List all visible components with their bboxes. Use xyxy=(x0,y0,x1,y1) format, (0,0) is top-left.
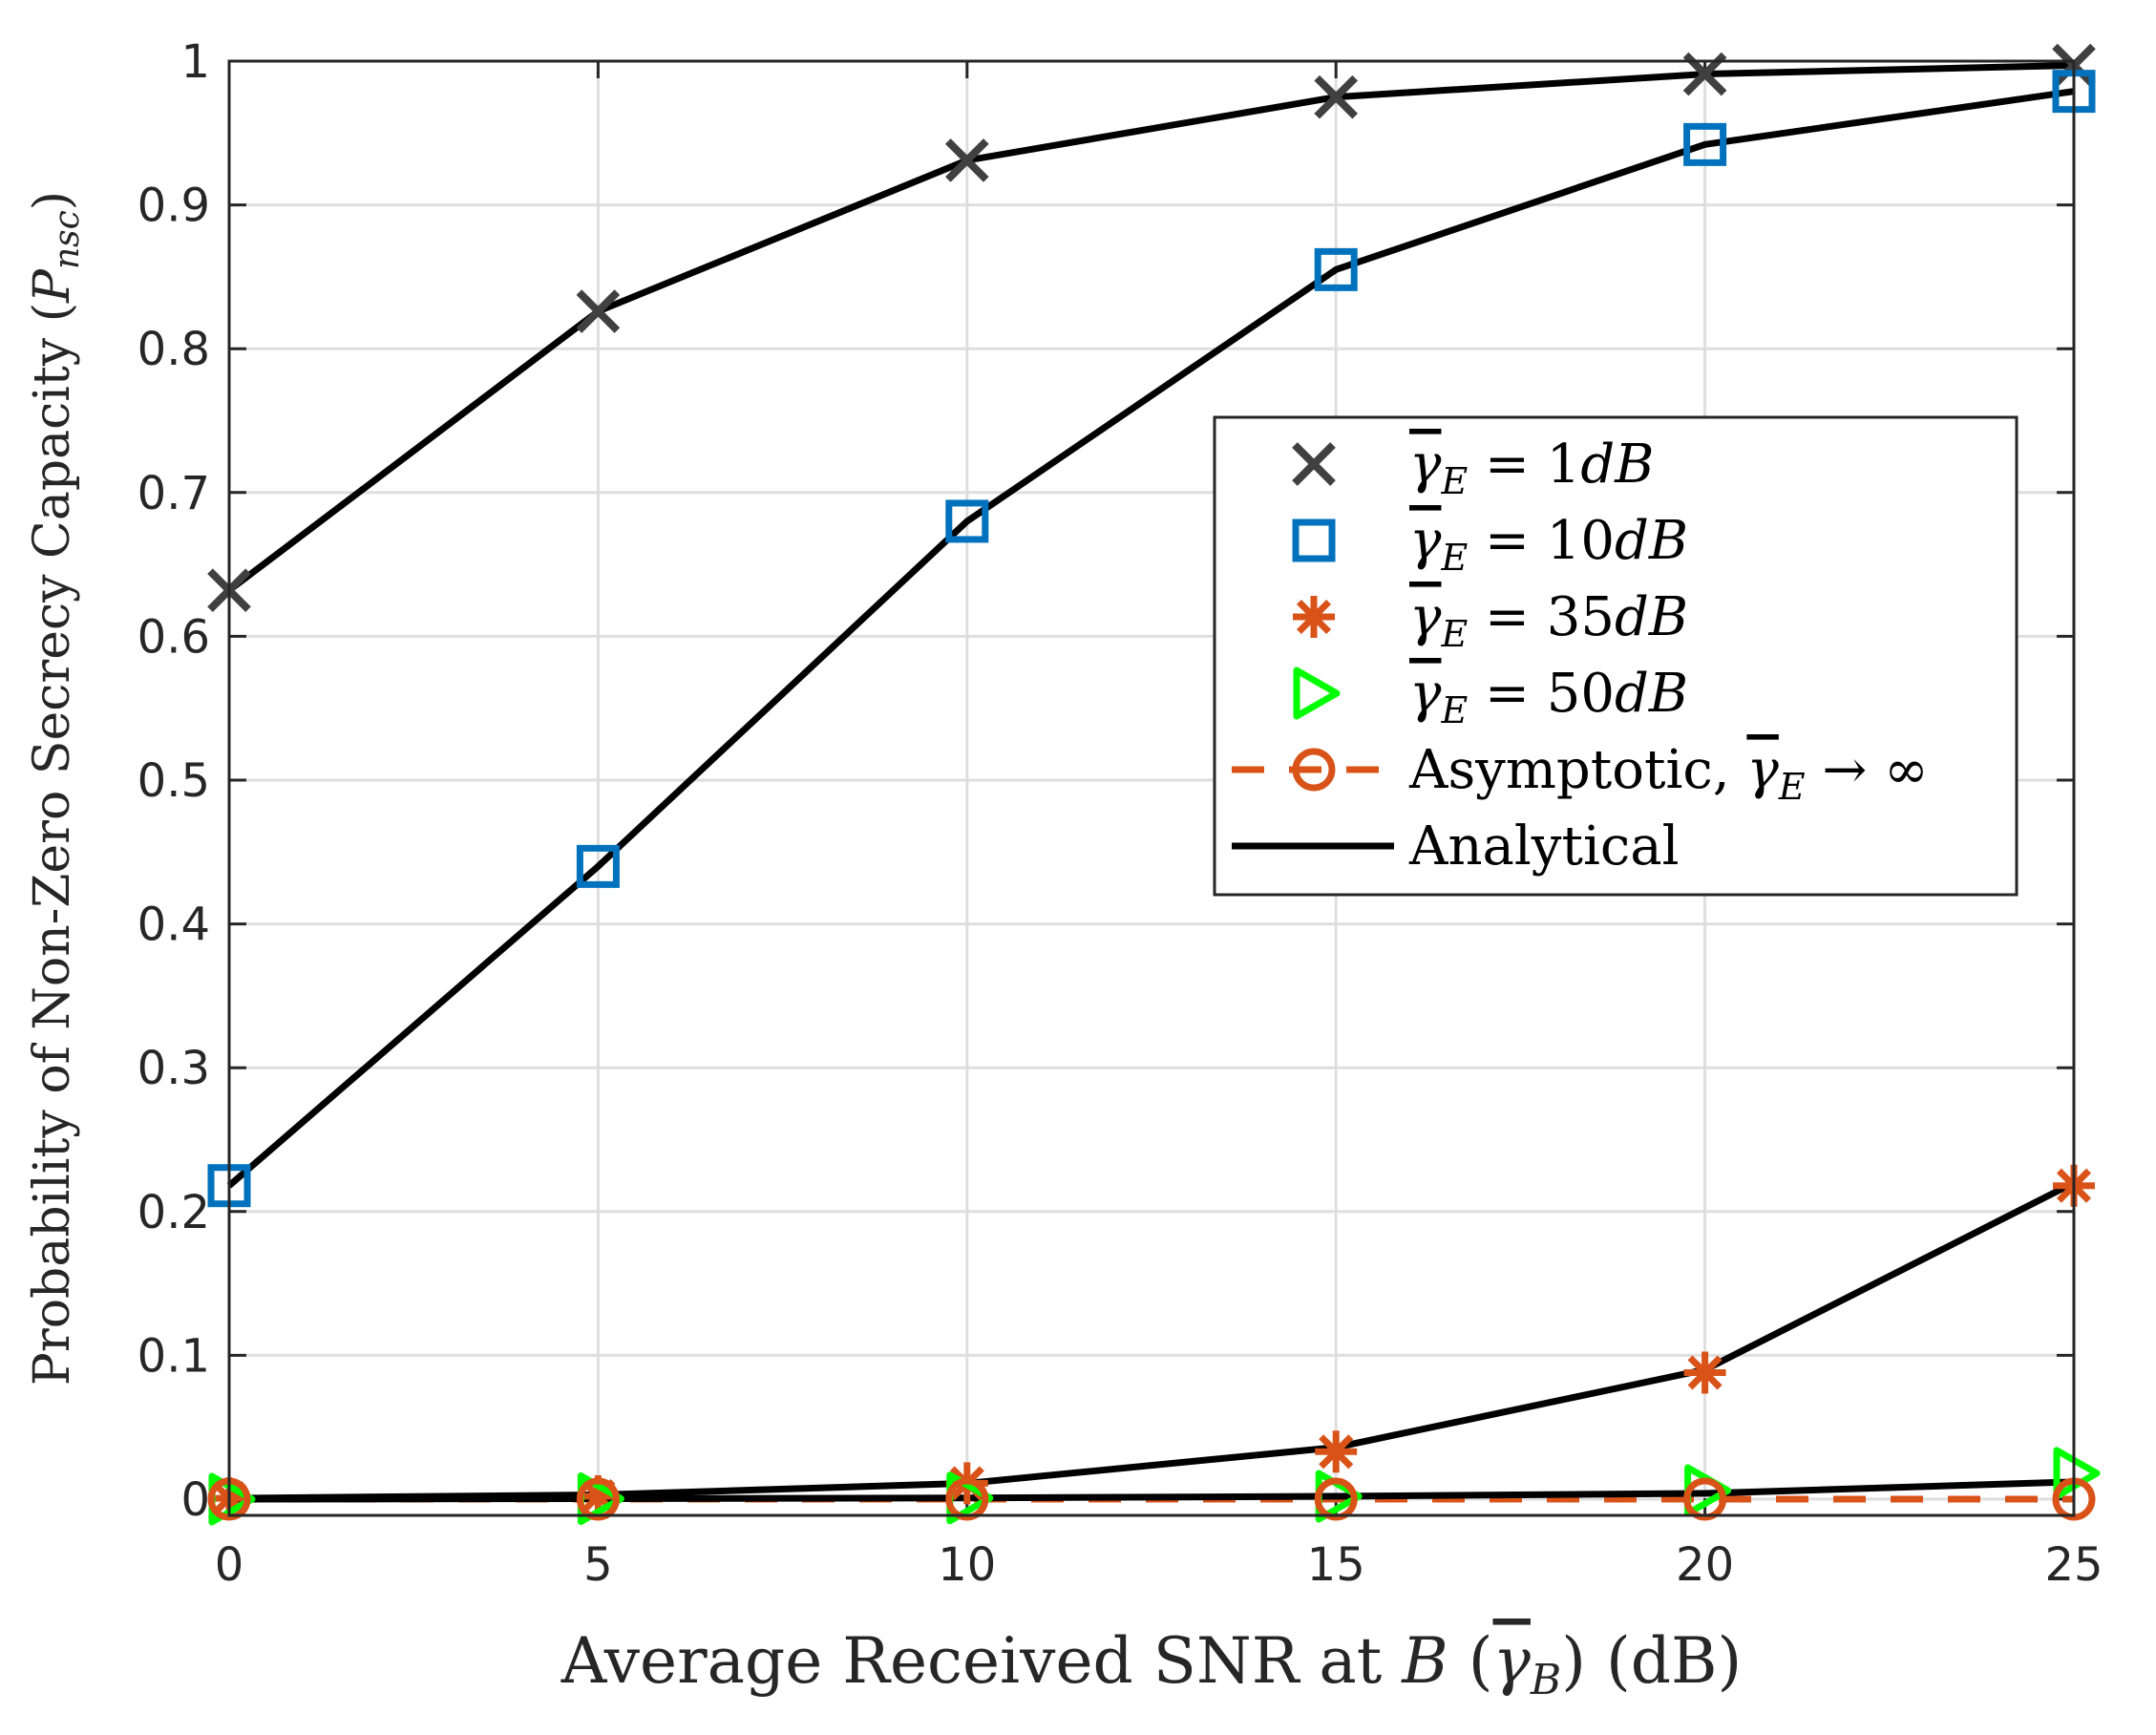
y-axis-label-sub: nsc xyxy=(48,210,87,269)
legend-rel: = xyxy=(1468,663,1547,725)
legend-item-Analytical: Analytical xyxy=(1232,815,1680,878)
data-point xyxy=(1314,1477,1358,1521)
x-axis-label-gamma: γ xyxy=(1492,1624,1531,1698)
y-tick-label: 1 xyxy=(180,35,210,89)
data-point xyxy=(576,844,620,888)
data-point xyxy=(2053,1447,2101,1500)
legend-unit: dB xyxy=(1580,434,1654,496)
legend-unit: dB xyxy=(1615,663,1688,725)
data-point xyxy=(576,1477,620,1521)
x-axis-label-paren-close: ) xyxy=(1561,1624,1586,1698)
legend-gamma: γ xyxy=(1409,510,1442,572)
legend-value: ∞ xyxy=(1884,739,1929,801)
data-point xyxy=(1314,74,1359,119)
legend-box xyxy=(1213,415,2019,897)
data-point xyxy=(945,1477,989,1521)
y-axis-label-suffix: ) xyxy=(24,191,81,210)
legend-gamma: γ xyxy=(1746,739,1779,801)
legend-label: γE = 35dB xyxy=(1409,586,1688,655)
y-axis-label-var: P xyxy=(24,268,81,304)
legend-marker xyxy=(1292,518,1336,562)
legend-text: Analytical xyxy=(1408,815,1680,878)
legend-label: γE = 1dB xyxy=(1409,434,1654,502)
y-tick-label: 0.8 xyxy=(137,323,210,376)
legend-marker xyxy=(1293,666,1341,720)
x-axis-label: Average Received SNR at B (γB) (dB) xyxy=(560,1624,1743,1704)
legend-unit: dB xyxy=(1615,586,1688,648)
legend-marker xyxy=(1292,442,1336,486)
data-point xyxy=(576,289,621,333)
x-axis-label-prefix: Average Received SNR at xyxy=(560,1624,1402,1698)
legend-rel: = xyxy=(1468,510,1547,572)
x-tick-label: 20 xyxy=(1676,1538,1734,1592)
y-axis-label-prefix: Probability of Non-Zero Secrecy Capacity… xyxy=(24,303,81,1386)
legend-label: γE = 50dB xyxy=(1409,663,1688,731)
x-axis-label-paren-open: ( xyxy=(1448,1624,1493,1698)
data-point xyxy=(944,138,989,182)
y-tick-label: 0.6 xyxy=(137,610,210,664)
legend-item-1dB: γE = 1dB xyxy=(1292,434,1654,502)
legend-marker xyxy=(1292,748,1336,792)
x-axis-label-sub: B xyxy=(1530,1656,1561,1704)
legend-item-35dB: γE = 35dB xyxy=(1293,586,1688,655)
legend-sub: E xyxy=(1440,537,1468,579)
y-tick-label: 0.5 xyxy=(137,754,210,808)
legend-sub: E xyxy=(1440,613,1468,655)
tick-labels: 0 5 10 15 20 25 0 0.1 0.2 0.3 0.4 0.5 0.6 0.7 0.8 0.9 1 xyxy=(137,35,2103,1592)
legend-value: 35 xyxy=(1547,586,1615,648)
legend-item-50dB: γE = 50dB xyxy=(1293,663,1688,731)
y-tick-label: 0.1 xyxy=(137,1329,210,1383)
analytical-line xyxy=(228,1179,2076,1502)
legend-item-Asymptotic: Asymptotic, γE → ∞ xyxy=(1232,739,1929,808)
data-point xyxy=(945,499,989,543)
legend-value: 1 xyxy=(1547,434,1581,496)
legend-gamma: γ xyxy=(1409,663,1442,725)
x-tick-label: 0 xyxy=(215,1538,244,1592)
legend-label: Asymptotic, γE → ∞ xyxy=(1408,739,1929,808)
data-point xyxy=(1683,1477,1727,1521)
y-axis-label: Probability of Non-Zero Secrecy Capacity… xyxy=(24,191,87,1386)
x-tick-label: 5 xyxy=(583,1538,613,1592)
x-tick-label: 10 xyxy=(938,1538,996,1592)
analytical-line xyxy=(226,62,2075,593)
y-tick-label: 0 xyxy=(180,1473,210,1527)
y-tick-label: 0.7 xyxy=(137,467,210,520)
analytical-line xyxy=(228,1478,2075,1503)
legend-text: Asymptotic, xyxy=(1408,739,1746,801)
data-point xyxy=(1683,122,1727,166)
legend-rel: = xyxy=(1468,434,1547,496)
analytical-line xyxy=(226,88,2075,1189)
legend-rel: = xyxy=(1468,586,1547,648)
data-point xyxy=(1683,1351,1726,1394)
data-point xyxy=(577,1474,620,1517)
legend-label: γE = 10dB xyxy=(1409,510,1688,579)
legend-unit: dB xyxy=(1615,510,1688,572)
legend-sub: E xyxy=(1778,766,1806,808)
data-point xyxy=(1314,247,1358,291)
legend-label: Analytical xyxy=(1408,815,1680,878)
y-tick-label: 0.2 xyxy=(137,1186,210,1239)
legend-value: 50 xyxy=(1547,663,1615,725)
legend-rel: → xyxy=(1806,739,1885,801)
axes-box xyxy=(227,59,2076,1517)
x-tick-label: 15 xyxy=(1307,1538,1365,1592)
grid xyxy=(227,59,2076,1515)
data-point xyxy=(1315,1430,1358,1473)
y-tick-label: 0.9 xyxy=(137,180,210,233)
legend-marker xyxy=(1293,596,1335,638)
legend-gamma: γ xyxy=(1409,434,1442,496)
legend-value: 10 xyxy=(1547,510,1615,572)
legend-gamma: γ xyxy=(1409,586,1442,648)
y-tick-label: 0.3 xyxy=(137,1042,210,1095)
x-axis-label-var: B xyxy=(1401,1624,1448,1698)
legend-item-10dB: γE = 10dB xyxy=(1292,510,1688,579)
legend-sub: E xyxy=(1440,689,1468,731)
plot-area xyxy=(207,43,2101,1526)
y-tick-label: 0.4 xyxy=(137,899,210,952)
x-axis-label-suffix: (dB) xyxy=(1586,1624,1742,1698)
x-tick-label: 25 xyxy=(2044,1538,2103,1592)
legend-sub: E xyxy=(1440,460,1468,502)
